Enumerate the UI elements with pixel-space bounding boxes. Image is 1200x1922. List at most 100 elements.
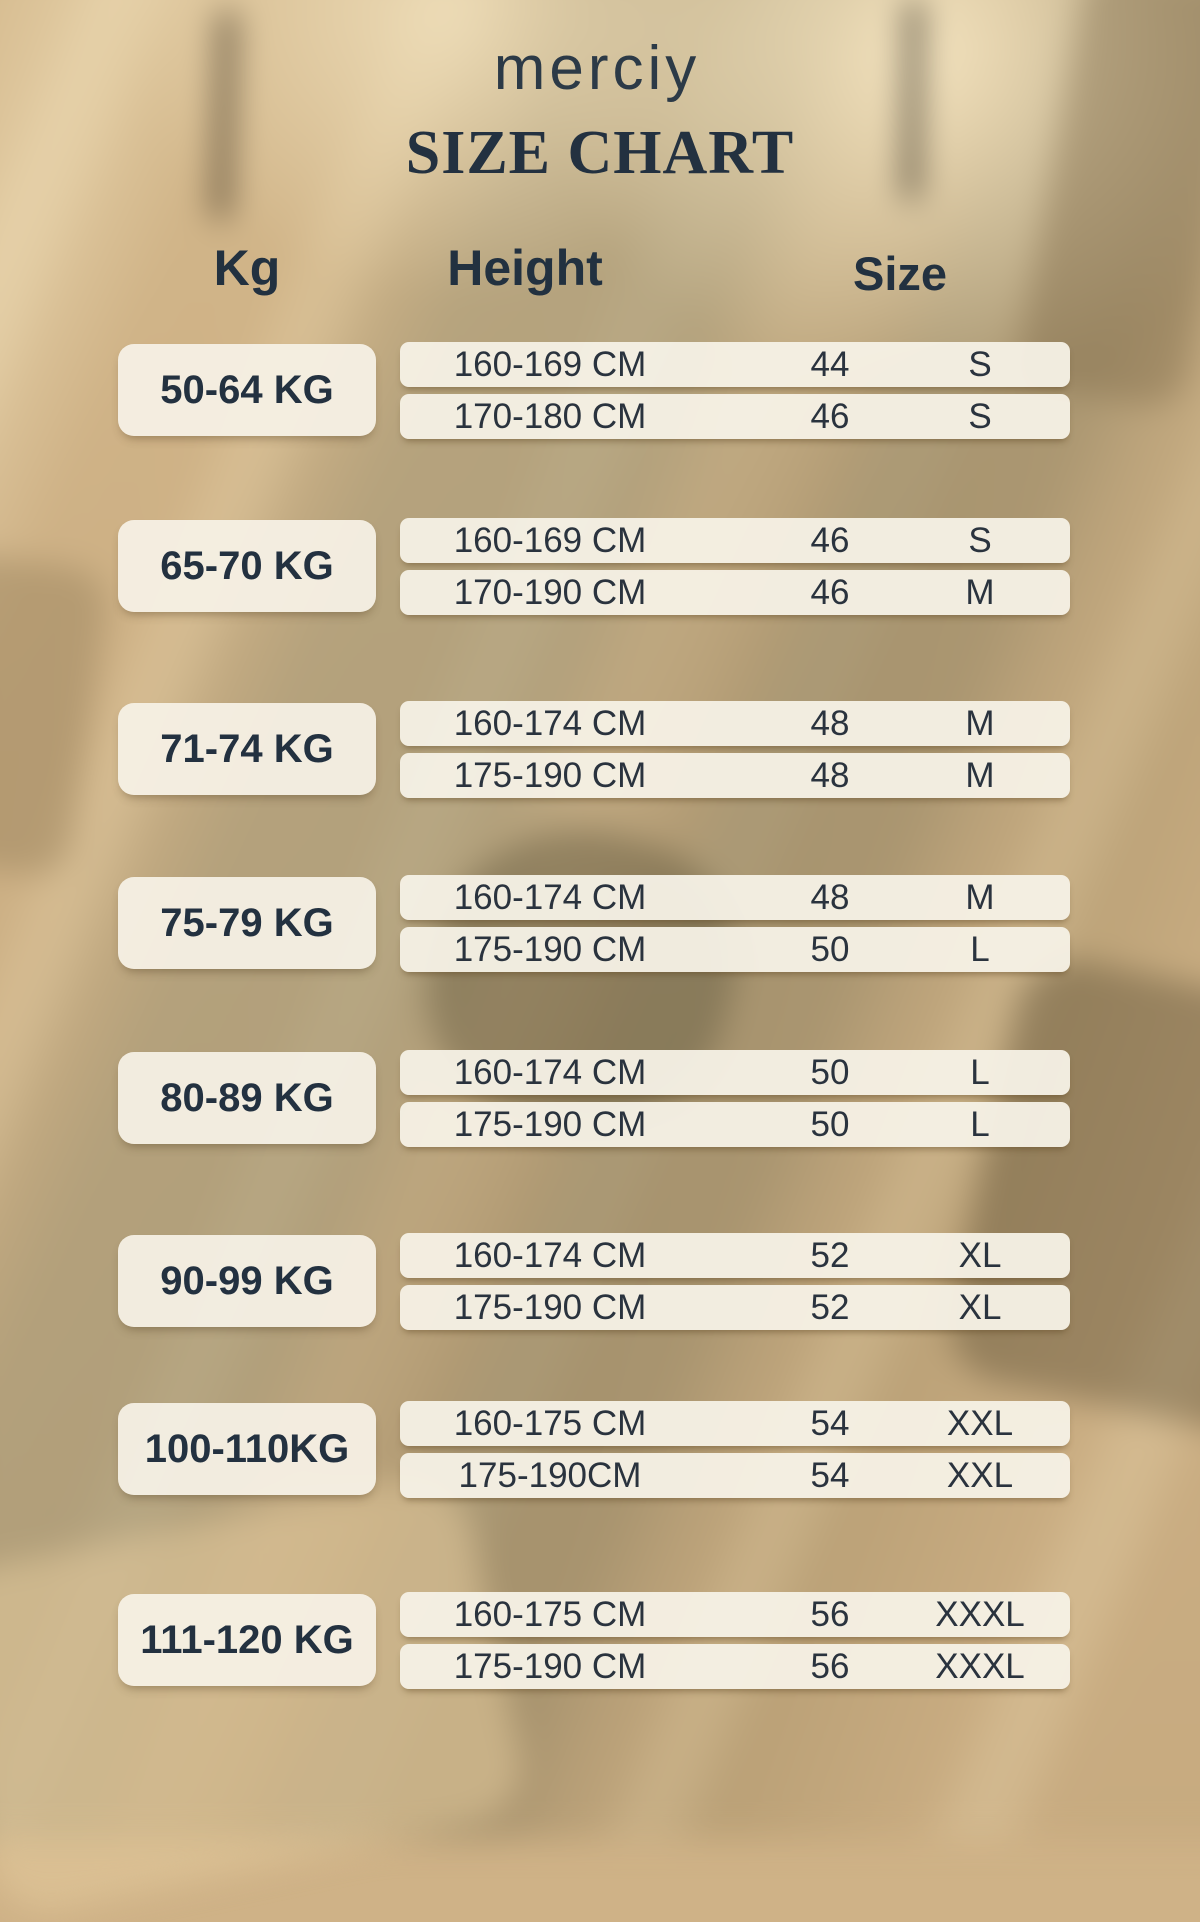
size-letter: S	[968, 520, 992, 560]
weight-group: 65-70 KG 160-169 CM 46 S 170-190 CM 46 M	[0, 518, 1200, 615]
size-number: 54	[810, 1455, 850, 1495]
column-header-kg: Kg	[213, 240, 281, 296]
size-row: 160-169 CM 44 S	[400, 342, 1070, 387]
weight-range-label: 111-120 KG	[140, 1617, 354, 1662]
height-range: 175-190 CM	[453, 1287, 647, 1327]
size-letter: M	[965, 703, 995, 743]
height-range: 160-174 CM	[453, 1235, 647, 1275]
height-rows: 160-175 CM 54 XXL 175-190CM 54 XXL	[400, 1401, 1070, 1498]
height-range: 175-190 CM	[453, 1646, 647, 1686]
height-rows: 160-174 CM 50 L 175-190 CM 50 L	[400, 1050, 1070, 1147]
weight-group: 71-74 KG 160-174 CM 48 M 175-190 CM 48 M	[0, 701, 1200, 798]
height-range: 175-190 CM	[453, 1104, 647, 1144]
size-row: 160-174 CM 50 L	[400, 1050, 1070, 1095]
size-row: 175-190 CM 50 L	[400, 927, 1070, 972]
weight-range-box: 90-99 KG	[118, 1235, 376, 1327]
size-number: 46	[810, 396, 850, 436]
height-range: 160-169 CM	[453, 344, 647, 384]
size-row: 160-175 CM 54 XXL	[400, 1401, 1070, 1446]
height-rows: 160-174 CM 52 XL 175-190 CM 52 XL	[400, 1233, 1070, 1330]
background-shape	[0, 1467, 531, 1922]
height-rows: 160-175 CM 56 XXXL 175-190 CM 56 XXXL	[400, 1592, 1070, 1689]
weight-range-label: 75-79 KG	[160, 900, 334, 945]
height-rows: 160-174 CM 48 M 175-190 CM 50 L	[400, 875, 1070, 972]
weight-range-label: 90-99 KG	[160, 1258, 334, 1303]
size-letter: L	[970, 929, 990, 969]
size-row: 175-190 CM 48 M	[400, 753, 1070, 798]
size-number: 50	[810, 1104, 850, 1144]
size-number: 52	[810, 1287, 850, 1327]
size-letter: M	[965, 877, 995, 917]
size-number: 56	[810, 1646, 850, 1686]
weight-group: 100-110KG 160-175 CM 54 XXL 175-190CM 54…	[0, 1401, 1200, 1498]
weight-range-box: 50-64 KG	[118, 344, 376, 436]
size-letter: XXL	[946, 1403, 1014, 1443]
weight-range-box: 65-70 KG	[118, 520, 376, 612]
size-row: 160-169 CM 46 S	[400, 518, 1070, 563]
weight-range-box: 71-74 KG	[118, 703, 376, 795]
size-letter: XL	[958, 1287, 1002, 1327]
height-rows: 160-169 CM 44 S 170-180 CM 46 S	[400, 342, 1070, 439]
size-letter: L	[970, 1052, 990, 1092]
size-letter: M	[965, 572, 995, 612]
weight-group: 80-89 KG 160-174 CM 50 L 175-190 CM 50 L	[0, 1050, 1200, 1147]
weight-range-label: 71-74 KG	[160, 726, 334, 771]
weight-range-label: 80-89 KG	[160, 1075, 334, 1120]
weight-group: 111-120 KG 160-175 CM 56 XXXL 175-190 CM…	[0, 1592, 1200, 1689]
size-number: 54	[810, 1403, 850, 1443]
height-range: 175-190CM	[458, 1455, 642, 1495]
size-number: 56	[810, 1594, 850, 1634]
size-row: 170-190 CM 46 M	[400, 570, 1070, 615]
size-row: 160-174 CM 48 M	[400, 701, 1070, 746]
weight-range-label: 65-70 KG	[160, 543, 334, 588]
height-range: 160-175 CM	[453, 1594, 647, 1634]
height-range: 160-169 CM	[453, 520, 647, 560]
weight-group: 75-79 KG 160-174 CM 48 M 175-190 CM 50 L	[0, 875, 1200, 972]
size-number: 48	[810, 755, 850, 795]
weight-group: 50-64 KG 160-169 CM 44 S 170-180 CM 46 S	[0, 342, 1200, 439]
size-letter: L	[970, 1104, 990, 1144]
size-row: 175-190 CM 52 XL	[400, 1285, 1070, 1330]
size-row: 175-190 CM 50 L	[400, 1102, 1070, 1147]
height-rows: 160-169 CM 46 S 170-190 CM 46 M	[400, 518, 1070, 615]
brand-logo: merciy	[493, 34, 701, 103]
size-letter: XXXL	[935, 1594, 1025, 1634]
column-header-height: Height	[447, 240, 603, 296]
weight-range-box: 111-120 KG	[118, 1594, 376, 1686]
size-number: 50	[810, 929, 850, 969]
height-range: 175-190 CM	[453, 929, 647, 969]
background-shape	[939, 949, 1200, 1441]
size-letter: S	[968, 344, 992, 384]
size-row: 170-180 CM 46 S	[400, 394, 1070, 439]
height-range: 160-174 CM	[453, 703, 647, 743]
column-header-size: Size	[852, 247, 948, 300]
page-title: SIZE CHART	[405, 119, 795, 187]
size-number: 46	[810, 572, 850, 612]
size-letter: XXXL	[935, 1646, 1025, 1686]
size-number: 50	[810, 1052, 850, 1092]
size-letter: S	[968, 396, 992, 436]
size-row: 160-174 CM 52 XL	[400, 1233, 1070, 1278]
size-letter: M	[965, 755, 995, 795]
size-letter: XXL	[946, 1455, 1014, 1495]
height-rows: 160-174 CM 48 M 175-190 CM 48 M	[400, 701, 1070, 798]
weight-group: 90-99 KG 160-174 CM 52 XL 175-190 CM 52 …	[0, 1233, 1200, 1330]
size-letter: XL	[958, 1235, 1002, 1275]
weight-range-label: 100-110KG	[144, 1426, 350, 1471]
size-row: 175-190 CM 56 XXXL	[400, 1644, 1070, 1689]
size-number: 44	[810, 344, 850, 384]
size-number: 48	[810, 877, 850, 917]
height-range: 170-180 CM	[453, 396, 647, 436]
size-number: 46	[810, 520, 850, 560]
height-range: 170-190 CM	[453, 572, 647, 612]
height-range: 160-175 CM	[453, 1403, 647, 1443]
height-range: 175-190 CM	[453, 755, 647, 795]
size-number: 52	[810, 1235, 850, 1275]
size-row: 160-174 CM 48 M	[400, 875, 1070, 920]
height-range: 160-174 CM	[453, 1052, 647, 1092]
weight-range-box: 100-110KG	[118, 1403, 376, 1495]
size-row: 160-175 CM 56 XXXL	[400, 1592, 1070, 1637]
weight-range-box: 75-79 KG	[118, 877, 376, 969]
